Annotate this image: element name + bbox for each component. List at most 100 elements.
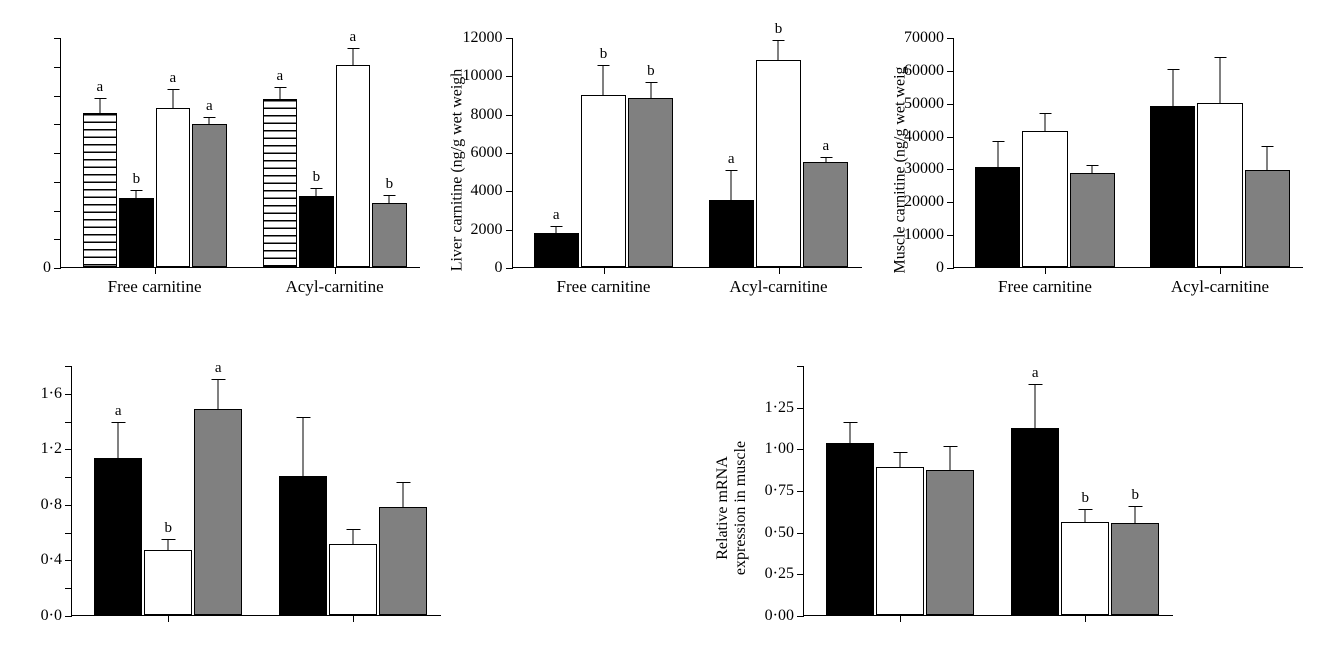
significance-letter: a bbox=[206, 99, 213, 114]
y-tick bbox=[947, 38, 954, 39]
error-bar bbox=[778, 41, 779, 60]
y-tick bbox=[947, 169, 954, 170]
error-cap bbox=[212, 379, 226, 380]
y-tick bbox=[65, 449, 72, 450]
error-cap bbox=[1167, 69, 1179, 70]
bar-body bbox=[826, 443, 874, 615]
x-tick bbox=[604, 267, 605, 274]
chart-row-bottom: 0·00·40·81·21·6abaRelative mRNAexpressio… bbox=[0, 320, 1333, 660]
y-tick-label: 0·0 bbox=[41, 607, 62, 625]
bar: a bbox=[803, 162, 848, 267]
error-cap bbox=[551, 226, 563, 227]
y-tick bbox=[65, 616, 72, 617]
y-tick-label: 0 bbox=[936, 259, 944, 277]
y-tick bbox=[54, 268, 61, 269]
bar-body bbox=[581, 95, 626, 268]
bars-layer bbox=[954, 38, 1303, 267]
error-bar bbox=[650, 83, 651, 98]
significance-letter: a bbox=[553, 208, 560, 223]
chart-plasma: 0abaaababFree carnitineAcyl-carnitine bbox=[30, 38, 420, 302]
chart-liver: Liver carnitine (ng/g wet weigh020004000… bbox=[429, 38, 862, 302]
error-bar bbox=[136, 191, 137, 198]
error-bar bbox=[303, 418, 304, 476]
y-tick bbox=[506, 76, 513, 77]
significance-letter: a bbox=[170, 71, 177, 86]
bar: b bbox=[756, 60, 801, 267]
figure-page: 0abaaababFree carnitineAcyl-carnitineLiv… bbox=[0, 0, 1333, 671]
bar-body bbox=[119, 198, 154, 267]
bar bbox=[1022, 131, 1067, 267]
error-bar bbox=[279, 88, 280, 100]
x-group-label: Acyl-carnitine bbox=[1171, 277, 1269, 297]
bar bbox=[926, 470, 974, 615]
y-tick bbox=[506, 268, 513, 269]
bar-body bbox=[975, 167, 1020, 267]
y-tick-minor bbox=[54, 38, 61, 39]
bar-body bbox=[628, 98, 673, 267]
error-cap bbox=[384, 195, 396, 196]
y-tick bbox=[506, 115, 513, 116]
error-bar bbox=[1044, 114, 1045, 130]
error-bar bbox=[403, 483, 404, 507]
y-tick bbox=[947, 202, 954, 203]
y-tick-minor bbox=[54, 211, 61, 212]
plot-area: 010000200003000040000500006000070000Free… bbox=[953, 38, 1303, 268]
error-cap bbox=[162, 539, 176, 540]
error-cap bbox=[131, 190, 143, 191]
x-tick bbox=[900, 615, 901, 622]
bar bbox=[1197, 103, 1242, 267]
error-cap bbox=[1029, 384, 1043, 385]
error-cap bbox=[992, 141, 1004, 142]
error-bar bbox=[118, 423, 119, 458]
bar-body bbox=[1111, 523, 1159, 615]
error-bar bbox=[997, 142, 998, 167]
y-tick-label: 1·2 bbox=[41, 440, 62, 458]
bar bbox=[329, 544, 377, 615]
significance-letter: a bbox=[215, 361, 222, 376]
significance-letter: b bbox=[313, 170, 321, 185]
bars-layer: aba bbox=[72, 366, 441, 615]
bar-body bbox=[1245, 170, 1290, 267]
bar: b bbox=[299, 196, 334, 267]
y-tick-minor bbox=[54, 239, 61, 240]
bar bbox=[1150, 106, 1195, 267]
y-tick bbox=[797, 616, 804, 617]
y-tick-minor bbox=[65, 422, 72, 423]
error-bar bbox=[1267, 147, 1268, 170]
bar bbox=[1245, 170, 1290, 267]
y-tick-label: 2000 bbox=[471, 221, 503, 239]
significance-letter: b bbox=[1081, 491, 1089, 506]
bar-body bbox=[709, 200, 754, 267]
x-tick bbox=[353, 615, 354, 622]
bar: a bbox=[1011, 428, 1059, 615]
bars-layer: abbaba bbox=[513, 38, 862, 267]
y-tick bbox=[797, 533, 804, 534]
x-group-label: Free carnitine bbox=[108, 277, 202, 297]
error-bar bbox=[556, 227, 557, 233]
x-group-label: Acyl-carnitine bbox=[286, 277, 384, 297]
bars-layer: abb bbox=[804, 366, 1173, 615]
y-tick-label: 1·00 bbox=[765, 440, 794, 458]
error-cap bbox=[844, 422, 858, 423]
x-tick bbox=[335, 267, 336, 274]
error-cap bbox=[820, 157, 832, 158]
y-tick bbox=[947, 235, 954, 236]
chart-muscle_mrna: Relative mRNAexpression in muscle0·000·2… bbox=[729, 366, 1173, 650]
y-tick bbox=[947, 104, 954, 105]
error-cap bbox=[311, 188, 323, 189]
y-tick-minor bbox=[65, 366, 72, 367]
y-tick bbox=[65, 394, 72, 395]
y-tick bbox=[65, 505, 72, 506]
y-tick bbox=[947, 268, 954, 269]
x-tick bbox=[1220, 267, 1221, 274]
bar-body bbox=[192, 124, 227, 267]
y-tick-label: 1·25 bbox=[765, 399, 794, 417]
bar-body bbox=[194, 409, 242, 615]
y-tick-label: 4000 bbox=[471, 182, 503, 200]
error-bar bbox=[1172, 70, 1173, 106]
y-tick bbox=[947, 71, 954, 72]
bar-body bbox=[94, 458, 142, 615]
x-tick bbox=[168, 615, 169, 622]
y-tick bbox=[65, 560, 72, 561]
bar: b bbox=[1061, 522, 1109, 615]
